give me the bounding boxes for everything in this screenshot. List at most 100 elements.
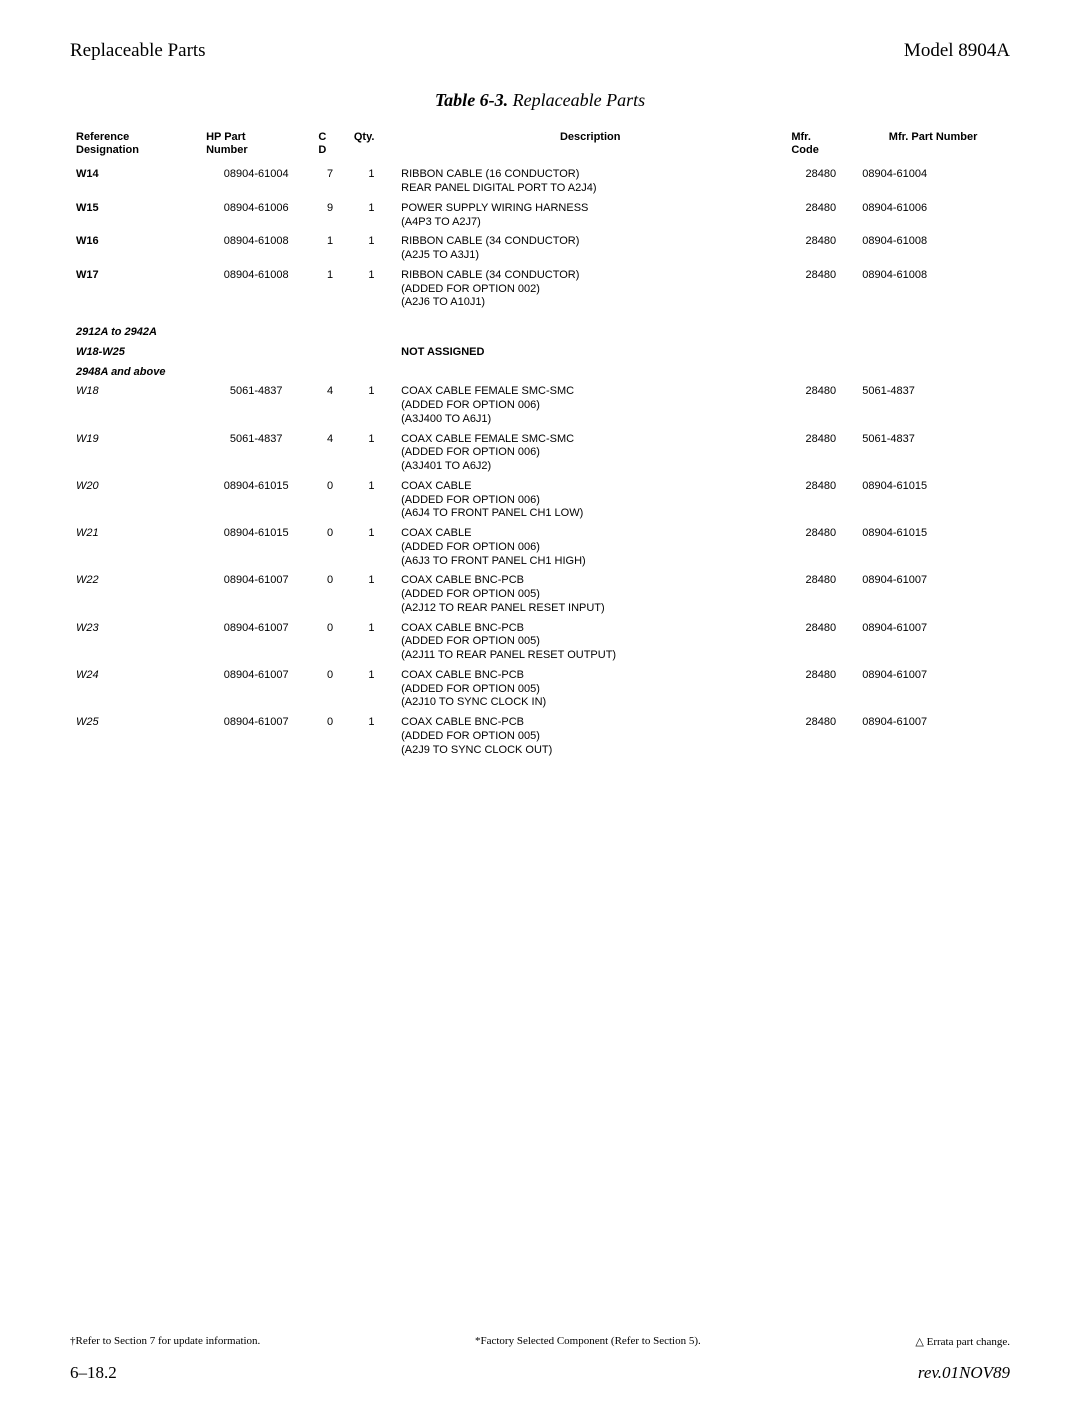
table-title-label: Table 6-3. [435, 90, 508, 110]
cell-ref: W19 [70, 430, 200, 477]
cell-empty [200, 343, 312, 363]
cell-mfr: 28480 [785, 619, 856, 666]
cell-qty: 1 [348, 666, 395, 713]
cell-desc: COAX CABLE FEMALE SMC-SMC(ADDED FOR OPTI… [395, 430, 785, 477]
cell-cd: 0 [312, 571, 347, 618]
col-desc: Description [395, 129, 785, 165]
cell-mpn: 08904-61015 [856, 524, 1010, 571]
cell-ref: W18 [70, 382, 200, 429]
cell-cd: 4 [312, 430, 347, 477]
cell-qty: 1 [348, 266, 395, 313]
cell-cd: 7 [312, 165, 347, 199]
col-hp-text: HP PartNumber [206, 131, 248, 156]
cell-qty: 1 [348, 382, 395, 429]
cell-qty: 1 [348, 199, 395, 233]
table-title: Table 6-3. Replaceable Parts [70, 90, 1010, 111]
cell-cd: 0 [312, 713, 347, 760]
cell-ref: W20 [70, 477, 200, 524]
col-mfr: Mfr.Code [785, 129, 856, 165]
cell-mfr: 28480 [785, 524, 856, 571]
cell-qty: 1 [348, 571, 395, 618]
cell-empty [312, 323, 347, 343]
cell-qty: 1 [348, 232, 395, 266]
header-right: Model 8904A [904, 40, 1010, 62]
cell-ref: W15 [70, 199, 200, 233]
cell-ref: W16 [70, 232, 200, 266]
col-qty: Qty. [348, 129, 395, 165]
cell-ref: W21 [70, 524, 200, 571]
cell-desc: COAX CABLE BNC-PCB(ADDED FOR OPTION 005)… [395, 571, 785, 618]
cell-ref: 2912A to 2942A [70, 323, 200, 343]
cell-empty [312, 363, 347, 383]
cell-mfr: 28480 [785, 430, 856, 477]
table-row: W2308904-6100701COAX CABLE BNC-PCB(ADDED… [70, 619, 1010, 666]
cell-desc: COAX CABLE BNC-PCB(ADDED FOR OPTION 005)… [395, 713, 785, 760]
col-hp: HP PartNumber [200, 129, 312, 165]
col-qty-text: Qty. [354, 131, 375, 143]
section-note-row: 2948A and above [70, 363, 1010, 383]
col-mfr-text: Mfr.Code [791, 131, 819, 156]
header-left: Replaceable Parts [70, 40, 206, 62]
table-row: W2408904-6100701COAX CABLE BNC-PCB(ADDED… [70, 666, 1010, 713]
cell-empty [785, 363, 856, 383]
cell-mpn: 08904-61008 [856, 232, 1010, 266]
col-cd-text: CD [318, 131, 326, 156]
page-footer-row: 6–18.2 rev.01NOV89 [70, 1363, 1010, 1383]
col-cd: CD [312, 129, 347, 165]
cell-hp: 08904-61008 [200, 232, 312, 266]
cell-cd: 0 [312, 524, 347, 571]
cell-empty [200, 363, 312, 383]
cell-desc: RIBBON CABLE (16 CONDUCTOR)REAR PANEL DI… [395, 165, 785, 199]
cell-desc: COAX CABLE FEMALE SMC-SMC(ADDED FOR OPTI… [395, 382, 785, 429]
cell-mpn: 08904-61015 [856, 477, 1010, 524]
cell-qty: 1 [348, 165, 395, 199]
footnote-right: △ Errata part change. [915, 1335, 1010, 1348]
table-row: W1508904-6100691POWER SUPPLY WIRING HARN… [70, 199, 1010, 233]
cell-hp: 08904-61007 [200, 619, 312, 666]
cell-mpn: 5061-4837 [856, 430, 1010, 477]
cell-empty [856, 363, 1010, 383]
cell-cd: 1 [312, 266, 347, 313]
cell-mpn: 08904-61007 [856, 666, 1010, 713]
cell-mfr: 28480 [785, 477, 856, 524]
cell-empty [856, 343, 1010, 363]
cell-empty [312, 343, 347, 363]
cell-desc: POWER SUPPLY WIRING HARNESS(A4P3 TO A2J7… [395, 199, 785, 233]
footnote-left: †Refer to Section 7 for update informati… [70, 1335, 260, 1348]
table-row: W2008904-6101501COAX CABLE(ADDED FOR OPT… [70, 477, 1010, 524]
cell-ref: W25 [70, 713, 200, 760]
cell-desc: COAX CABLE BNC-PCB(ADDED FOR OPTION 005)… [395, 666, 785, 713]
cell-hp: 08904-61004 [200, 165, 312, 199]
cell-ref: W23 [70, 619, 200, 666]
cell-desc: RIBBON CABLE (34 CONDUCTOR)(A2J5 TO A3J1… [395, 232, 785, 266]
parts-table: ReferenceDesignation HP PartNumber CD Qt… [70, 129, 1010, 760]
cell-hp: 08904-61007 [200, 571, 312, 618]
table-row: W1608904-6100811RIBBON CABLE (34 CONDUCT… [70, 232, 1010, 266]
cell-hp: 08904-61015 [200, 524, 312, 571]
col-mpn-text: Mfr. Part Number [889, 131, 978, 143]
table-row: W185061-483741COAX CABLE FEMALE SMC-SMC(… [70, 382, 1010, 429]
table-row: W1708904-6100811RIBBON CABLE (34 CONDUCT… [70, 266, 1010, 313]
cell-empty [348, 323, 395, 343]
cell-mfr: 28480 [785, 571, 856, 618]
cell-ref: W14 [70, 165, 200, 199]
cell-qty: 1 [348, 430, 395, 477]
col-ref: ReferenceDesignation [70, 129, 200, 165]
table-header: ReferenceDesignation HP PartNumber CD Qt… [70, 129, 1010, 165]
cell-empty [200, 323, 312, 343]
cell-ref: W24 [70, 666, 200, 713]
section-note-row: W18-W25NOT ASSIGNED [70, 343, 1010, 363]
cell-qty: 1 [348, 524, 395, 571]
table-row: W19 5061-4837 41COAX CABLE FEMALE SMC-SMC(… [70, 430, 1010, 477]
cell-mfr: 28480 [785, 713, 856, 760]
cell-mpn: 5061-4837 [856, 382, 1010, 429]
cell-qty: 1 [348, 619, 395, 666]
cell-mpn: 08904-61006 [856, 199, 1010, 233]
page-header-row: Replaceable Parts Model 8904A [70, 40, 1010, 62]
cell-empty [785, 343, 856, 363]
spacer-cell [70, 313, 1010, 323]
cell-empty [348, 363, 395, 383]
cell-mfr: 28480 [785, 165, 856, 199]
table-row: W2508904-6100701COAX CABLE BNC-PCB(ADDED… [70, 713, 1010, 760]
cell-cd: 1 [312, 232, 347, 266]
